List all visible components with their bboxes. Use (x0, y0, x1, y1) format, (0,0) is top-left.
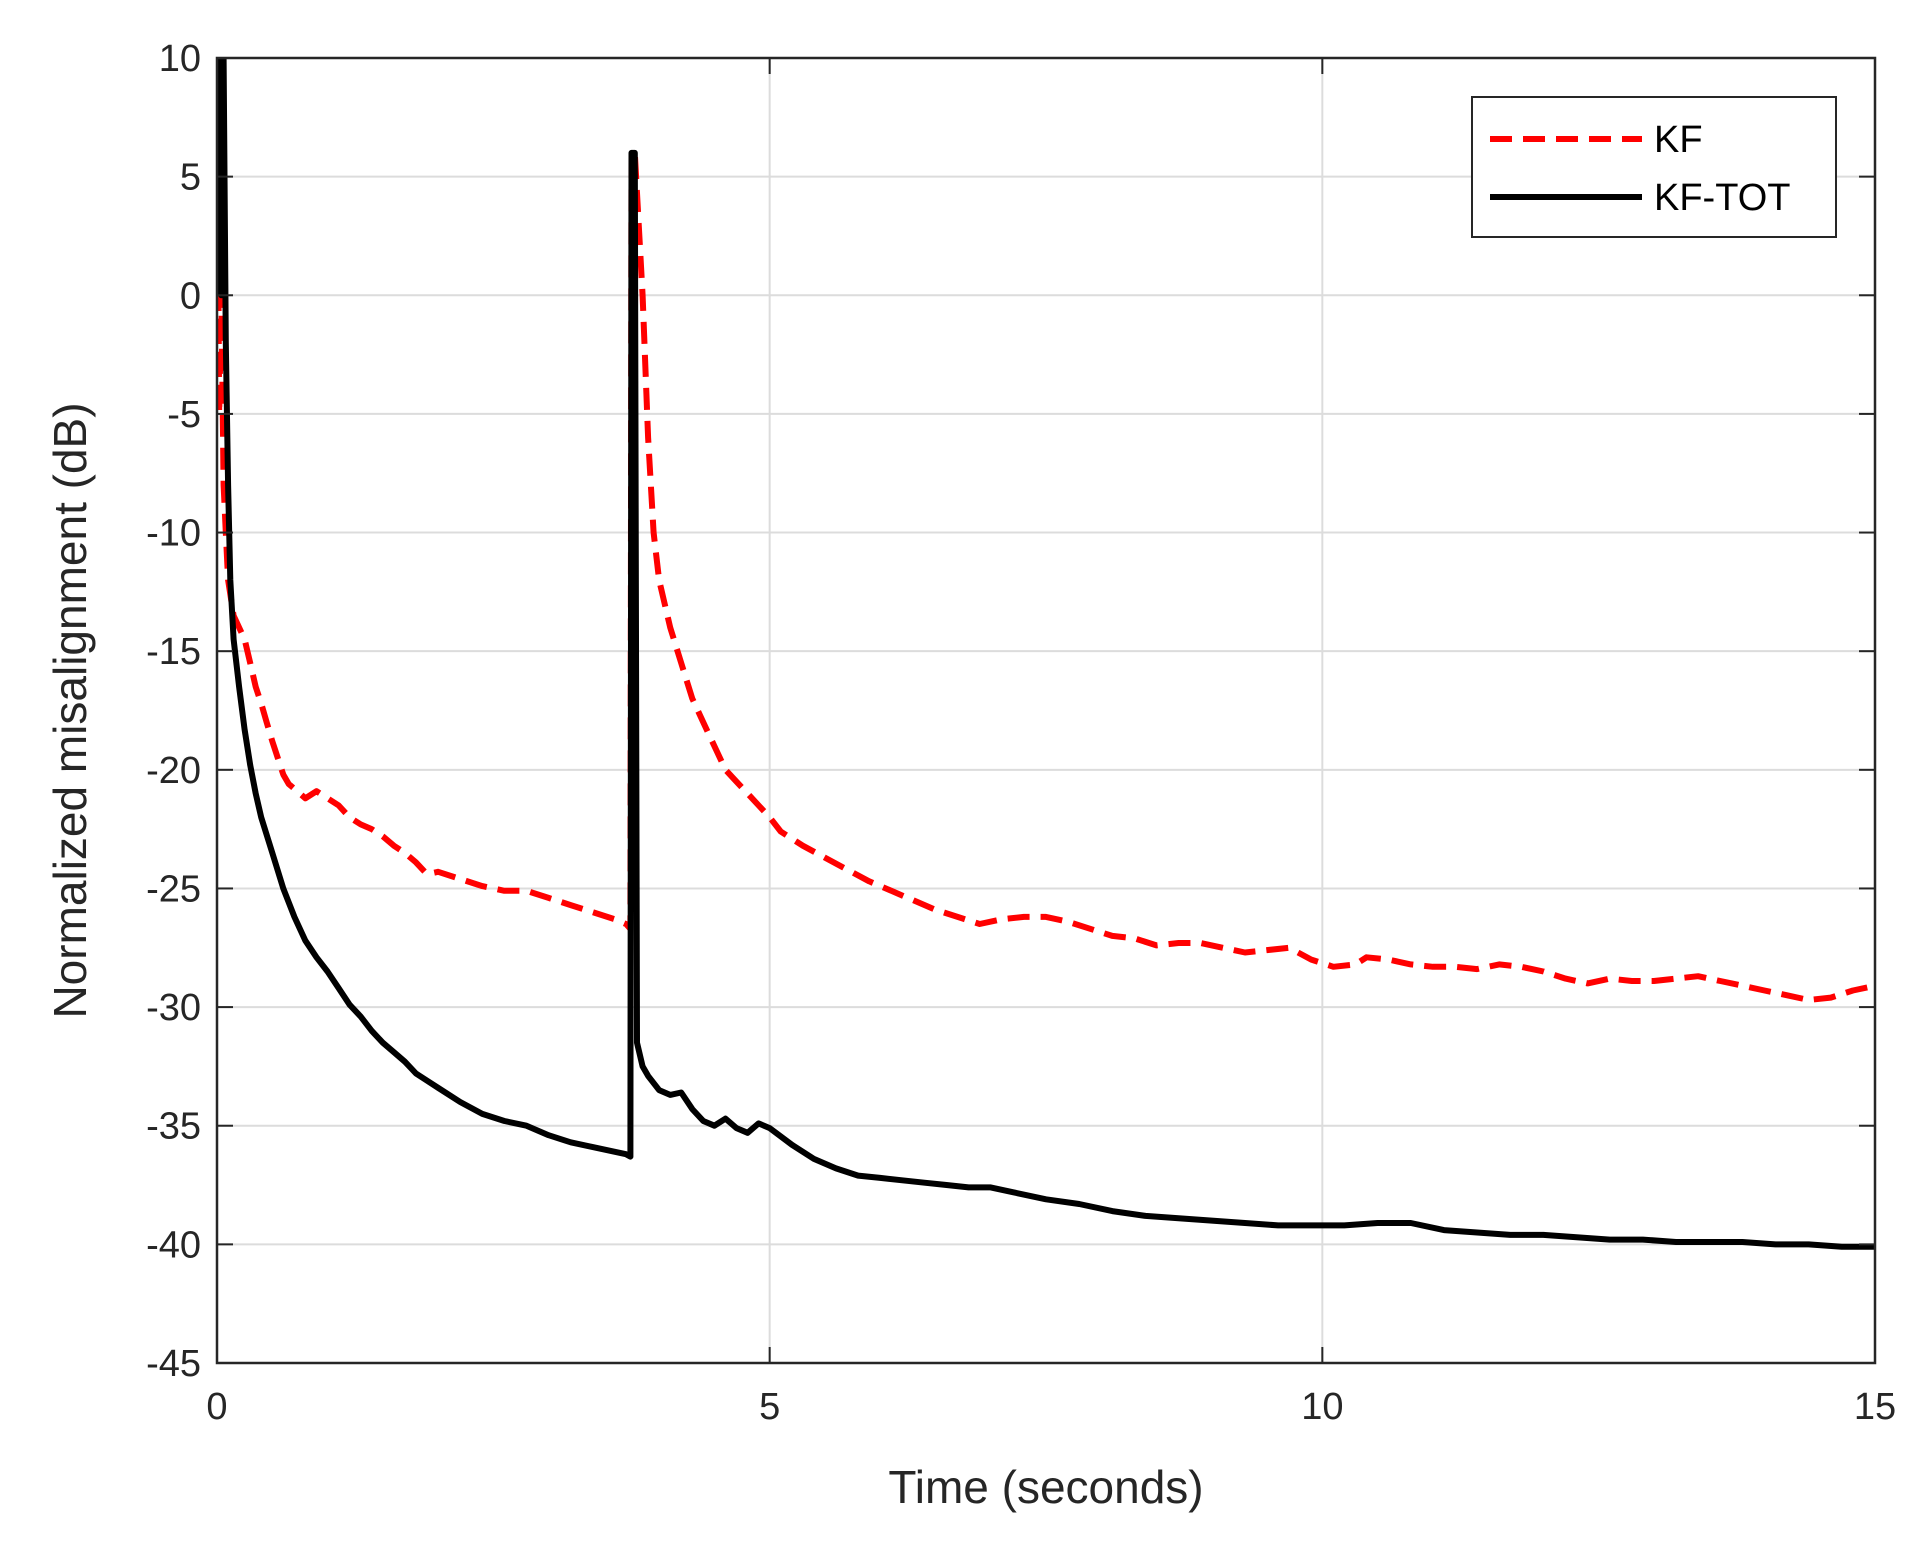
legend-label-kf-tot: KF-TOT (1654, 177, 1791, 219)
y-tick-label: 5 (180, 157, 201, 199)
legend-box (1471, 96, 1837, 238)
y-tick-label: -15 (146, 631, 201, 673)
y-tick-label: -25 (146, 868, 201, 910)
x-tick-labels: 0 5 10 15 (206, 1386, 1896, 1428)
y-tick-label: -40 (146, 1224, 201, 1266)
x-tick-label: 0 (206, 1386, 227, 1428)
axis-ticks (216, 57, 1876, 1364)
x-axis-label: Time (seconds) (888, 1461, 1203, 1513)
y-tick-label: -30 (146, 987, 201, 1029)
y-tick-label: -20 (146, 750, 201, 792)
legend: KF KF-TOT (1471, 96, 1837, 238)
y-tick-label: -10 (146, 513, 201, 555)
plot-background (217, 58, 1875, 1363)
y-tick-label: -35 (146, 1106, 201, 1148)
plot-area (215, 56, 1877, 1365)
x-tick-label: 15 (1854, 1386, 1896, 1428)
grid-lines (217, 58, 1875, 1363)
series-layer (217, 58, 1875, 1250)
y-tick-labels: 10 5 0 -5 -10 -15 -20 -25 -30 -35 -40 -45 (146, 38, 201, 1385)
y-axis-label: Normalized misalignment (dB) (44, 402, 96, 1018)
series-line-kf (217, 58, 1875, 1003)
y-tick-label: -5 (167, 394, 201, 436)
y-tick-label: 0 (180, 275, 201, 317)
y-tick-label: -45 (146, 1343, 201, 1385)
x-tick-label: 10 (1301, 1386, 1343, 1428)
legend-label-kf: KF (1654, 119, 1703, 161)
series-line-kf-tot (217, 58, 1875, 1250)
y-tick-label: 10 (159, 38, 201, 80)
axes-frame (215, 56, 1877, 1365)
x-tick-label: 5 (759, 1386, 780, 1428)
